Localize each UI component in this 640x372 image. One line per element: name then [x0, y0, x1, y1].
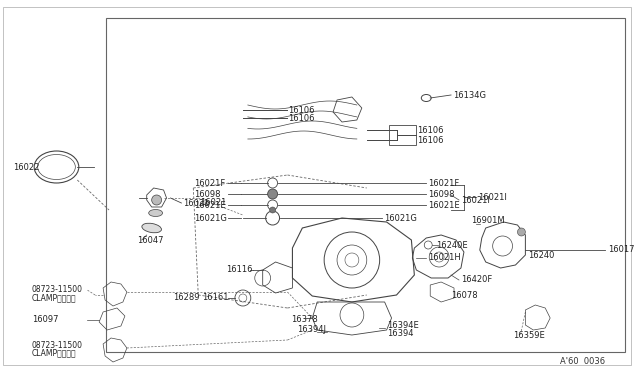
Text: 16021: 16021 [184, 199, 210, 208]
Text: 16097: 16097 [32, 315, 58, 324]
Text: 16021E: 16021E [428, 201, 460, 209]
Text: 16098: 16098 [428, 189, 455, 199]
Text: 16098: 16098 [195, 189, 221, 199]
Circle shape [152, 195, 161, 205]
Text: 16021F: 16021F [428, 179, 460, 187]
Text: 16106: 16106 [417, 125, 444, 135]
Text: 16106: 16106 [289, 106, 315, 115]
Text: 16394E: 16394E [387, 321, 419, 330]
Text: 16161: 16161 [202, 294, 228, 302]
Text: 16394J: 16394J [298, 326, 326, 334]
Text: CLAMPクランプ: CLAMPクランプ [32, 349, 76, 357]
Text: 16106: 16106 [417, 135, 444, 144]
Text: 08723-11500: 08723-11500 [32, 340, 83, 350]
Text: 16116: 16116 [226, 266, 253, 275]
Circle shape [269, 207, 276, 213]
Text: 16289: 16289 [173, 292, 200, 301]
Text: 16394: 16394 [387, 330, 413, 339]
Text: 16240: 16240 [529, 250, 555, 260]
Text: 16901M: 16901M [471, 215, 504, 224]
Text: 16359E: 16359E [513, 330, 545, 340]
Text: 16021I: 16021I [478, 192, 507, 202]
Ellipse shape [142, 223, 161, 233]
Text: A'60  0036: A'60 0036 [560, 357, 605, 366]
Text: 16021G: 16021G [195, 214, 227, 222]
Text: 16022: 16022 [13, 163, 39, 171]
Bar [106, 18, 625, 352]
Text: 16021G: 16021G [383, 214, 417, 222]
Text: 16021H: 16021H [428, 253, 461, 263]
Text: 16021F: 16021F [195, 179, 225, 187]
Text: 16021: 16021 [200, 198, 227, 206]
Circle shape [518, 228, 525, 236]
Text: 16021I: 16021I [461, 196, 490, 205]
Text: 16240E: 16240E [436, 241, 468, 250]
Circle shape [268, 189, 278, 199]
Text: 16021E: 16021E [195, 201, 226, 209]
Text: 08723-11500: 08723-11500 [32, 285, 83, 295]
Text: CLAMPクランプ: CLAMPクランプ [32, 294, 76, 302]
Ellipse shape [148, 209, 163, 217]
Text: 16420F: 16420F [461, 276, 492, 285]
Text: 16378: 16378 [291, 315, 318, 324]
Text: 16017: 16017 [607, 246, 634, 254]
Text: 16078: 16078 [451, 291, 477, 299]
Text: 16106: 16106 [289, 113, 315, 122]
Text: 16047: 16047 [137, 235, 163, 244]
Text: 16134G: 16134G [453, 90, 486, 99]
